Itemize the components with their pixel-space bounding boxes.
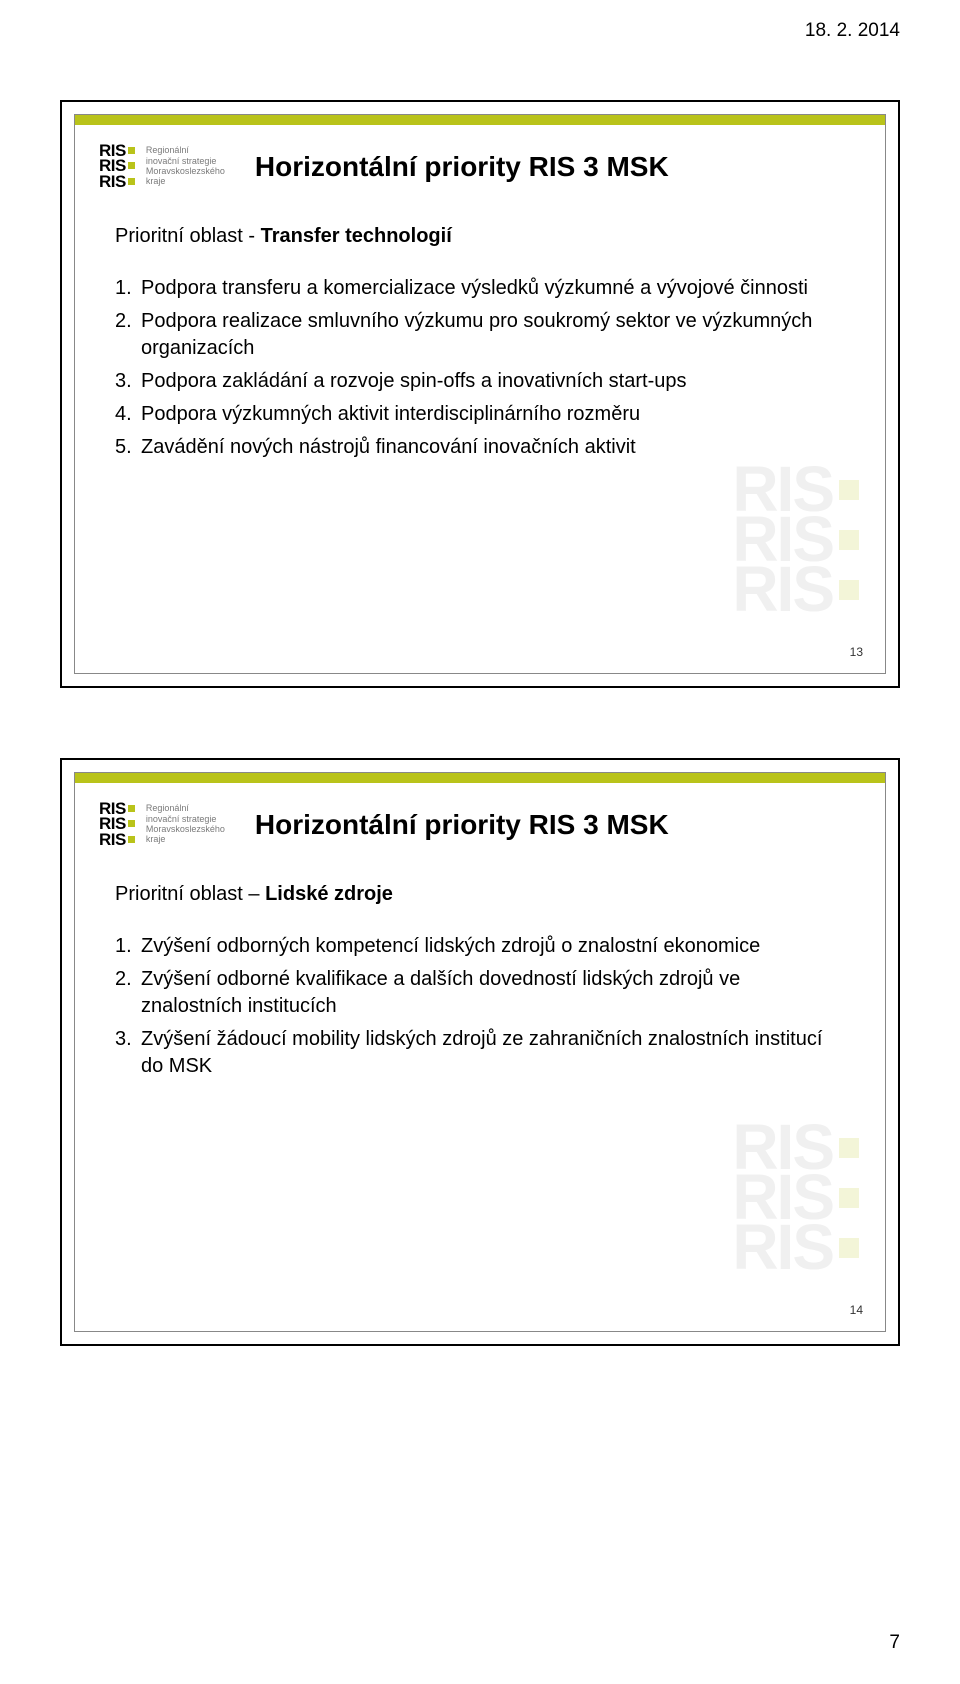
item-text: Zavádění nových nástrojů financování ino… xyxy=(141,434,845,461)
ris-logo-mark: RIS RIS RIS xyxy=(99,801,135,847)
logo-square-icon xyxy=(128,147,135,154)
item-text: Zvýšení odborných kompetencí lidských zd… xyxy=(141,933,845,960)
slide-subtitle: Prioritní oblast – Lidské zdroje xyxy=(115,883,393,906)
list-item: 3.Podpora zakládání a rozvoje spin-offs … xyxy=(115,368,845,395)
watermark-text: RIS xyxy=(732,1223,833,1273)
item-number: 5. xyxy=(115,434,141,461)
logo-text: RIS xyxy=(99,174,126,189)
watermark-text: RIS xyxy=(732,565,833,615)
logo-subtitle: Regionální inovační strategie Moravskosl… xyxy=(146,145,225,186)
item-number: 3. xyxy=(115,368,141,395)
item-text: Podpora zakládání a rozvoje spin-offs a … xyxy=(141,368,845,395)
logo-square-icon xyxy=(128,162,135,169)
logo-sub-line: Moravskoslezského xyxy=(146,824,225,834)
watermark-text: RIS xyxy=(732,515,833,565)
item-number: 2. xyxy=(115,308,141,362)
slide-frame-1: RIS RIS RIS RIS RIS RIS Regionální inova… xyxy=(60,100,900,688)
logo-square-icon xyxy=(128,820,135,827)
slide-2: RIS RIS RIS RIS RIS RIS Regionální inova… xyxy=(74,772,886,1332)
document-page: 18. 2. 2014 RIS RIS RIS RIS RIS RIS xyxy=(0,0,960,1684)
subtitle-prefix: Prioritní oblast – xyxy=(115,883,265,905)
slides-container: RIS RIS RIS RIS RIS RIS Regionální inova… xyxy=(60,100,900,1346)
logo-sub-line: Moravskoslezského xyxy=(146,166,225,176)
ris-logo: RIS RIS RIS Regionální inovační strategi… xyxy=(99,801,225,847)
logo-square-icon xyxy=(128,805,135,812)
slide-list: 1.Podpora transferu a komercializace výs… xyxy=(115,275,845,467)
item-number: 4. xyxy=(115,401,141,428)
logo-sub-line: inovační strategie xyxy=(146,814,225,824)
page-number: 7 xyxy=(889,1632,900,1654)
subtitle-prefix: Prioritní oblast - xyxy=(115,225,261,247)
list-item: 5.Zavádění nových nástrojů financování i… xyxy=(115,434,845,461)
watermark-square-icon xyxy=(839,530,859,550)
logo-sub-line: Regionální xyxy=(146,145,225,155)
page-date: 18. 2. 2014 xyxy=(805,20,900,42)
watermark-square-icon xyxy=(839,1188,859,1208)
logo-sub-line: inovační strategie xyxy=(146,156,225,166)
list-item: 4.Podpora výzkumných aktivit interdiscip… xyxy=(115,401,845,428)
slide-frame-2: RIS RIS RIS RIS RIS RIS Regionální inova… xyxy=(60,758,900,1346)
accent-bar xyxy=(75,773,885,783)
subtitle-bold: Lidské zdroje xyxy=(265,883,393,905)
slide-header: RIS RIS RIS Regionální inovační strategi… xyxy=(75,125,885,189)
watermark-square-icon xyxy=(839,580,859,600)
slide-title: Horizontální priority RIS 3 MSK xyxy=(255,151,669,183)
item-text: Podpora realizace smluvního výzkumu pro … xyxy=(141,308,845,362)
watermark-square-icon xyxy=(839,480,859,500)
logo-square-icon xyxy=(128,178,135,185)
list-item: 1.Podpora transferu a komercializace výs… xyxy=(115,275,845,302)
watermark-text: RIS xyxy=(732,465,833,515)
watermark-text: RIS xyxy=(732,1173,833,1223)
slide-list: 1.Zvýšení odborných kompetencí lidských … xyxy=(115,933,845,1086)
slide-1: RIS RIS RIS RIS RIS RIS Regionální inova… xyxy=(74,114,886,674)
item-text: Zvýšení odborné kvalifikace a dalších do… xyxy=(141,966,845,1020)
slide-header: RIS RIS RIS Regionální inovační strategi… xyxy=(75,783,885,847)
item-number: 1. xyxy=(115,275,141,302)
item-number: 2. xyxy=(115,966,141,1020)
logo-sub-line: kraje xyxy=(146,176,225,186)
list-item: 2.Zvýšení odborné kvalifikace a dalších … xyxy=(115,966,845,1020)
watermark-ris: RIS RIS RIS xyxy=(732,1123,859,1273)
ris-logo-mark: RIS RIS RIS xyxy=(99,143,135,189)
item-number: 3. xyxy=(115,1026,141,1080)
slide-number: 13 xyxy=(850,645,863,659)
watermark-square-icon xyxy=(839,1238,859,1258)
logo-sub-line: kraje xyxy=(146,834,225,844)
item-text: Podpora transferu a komercializace výsle… xyxy=(141,275,845,302)
watermark-square-icon xyxy=(839,1138,859,1158)
watermark-text: RIS xyxy=(732,1123,833,1173)
logo-subtitle: Regionální inovační strategie Moravskosl… xyxy=(146,803,225,844)
list-item: 3.Zvýšení žádoucí mobility lidských zdro… xyxy=(115,1026,845,1080)
watermark-ris: RIS RIS RIS xyxy=(732,465,859,615)
slide-subtitle: Prioritní oblast - Transfer technologií xyxy=(115,225,452,248)
ris-logo: RIS RIS RIS Regionální inovační strategi… xyxy=(99,143,225,189)
item-number: 1. xyxy=(115,933,141,960)
subtitle-bold: Transfer technologií xyxy=(261,225,452,247)
logo-sub-line: Regionální xyxy=(146,803,225,813)
list-item: 2.Podpora realizace smluvního výzkumu pr… xyxy=(115,308,845,362)
accent-bar xyxy=(75,115,885,125)
slide-number: 14 xyxy=(850,1303,863,1317)
slide-title: Horizontální priority RIS 3 MSK xyxy=(255,809,669,841)
logo-text: RIS xyxy=(99,832,126,847)
item-text: Podpora výzkumných aktivit interdiscipli… xyxy=(141,401,845,428)
logo-square-icon xyxy=(128,836,135,843)
list-item: 1.Zvýšení odborných kompetencí lidských … xyxy=(115,933,845,960)
item-text: Zvýšení žádoucí mobility lidských zdrojů… xyxy=(141,1026,845,1080)
